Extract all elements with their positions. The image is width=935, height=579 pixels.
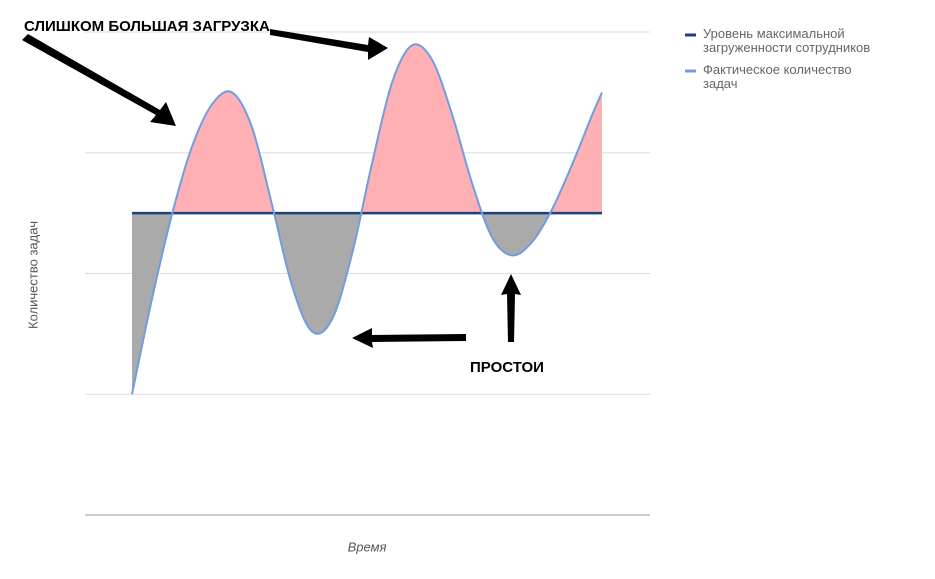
arrow (352, 328, 466, 348)
series-line (131, 43, 603, 395)
y-axis-label: Количество задач (25, 221, 40, 329)
arrows (22, 29, 521, 348)
arrow (22, 34, 176, 126)
overload-area (132, 44, 602, 214)
arrow (501, 274, 521, 342)
annotation: ПРОСТОИ (470, 359, 544, 376)
legend-label: Фактическое количество задач (703, 62, 852, 91)
legend-label: Уровень максимальной загруженности сотруд… (703, 26, 870, 55)
annotation: СЛИШКОМ БОЛЬШАЯ ЗАГРУЗКА (24, 18, 270, 35)
x-axis-label: Время (348, 539, 387, 554)
arrow (270, 29, 388, 60)
